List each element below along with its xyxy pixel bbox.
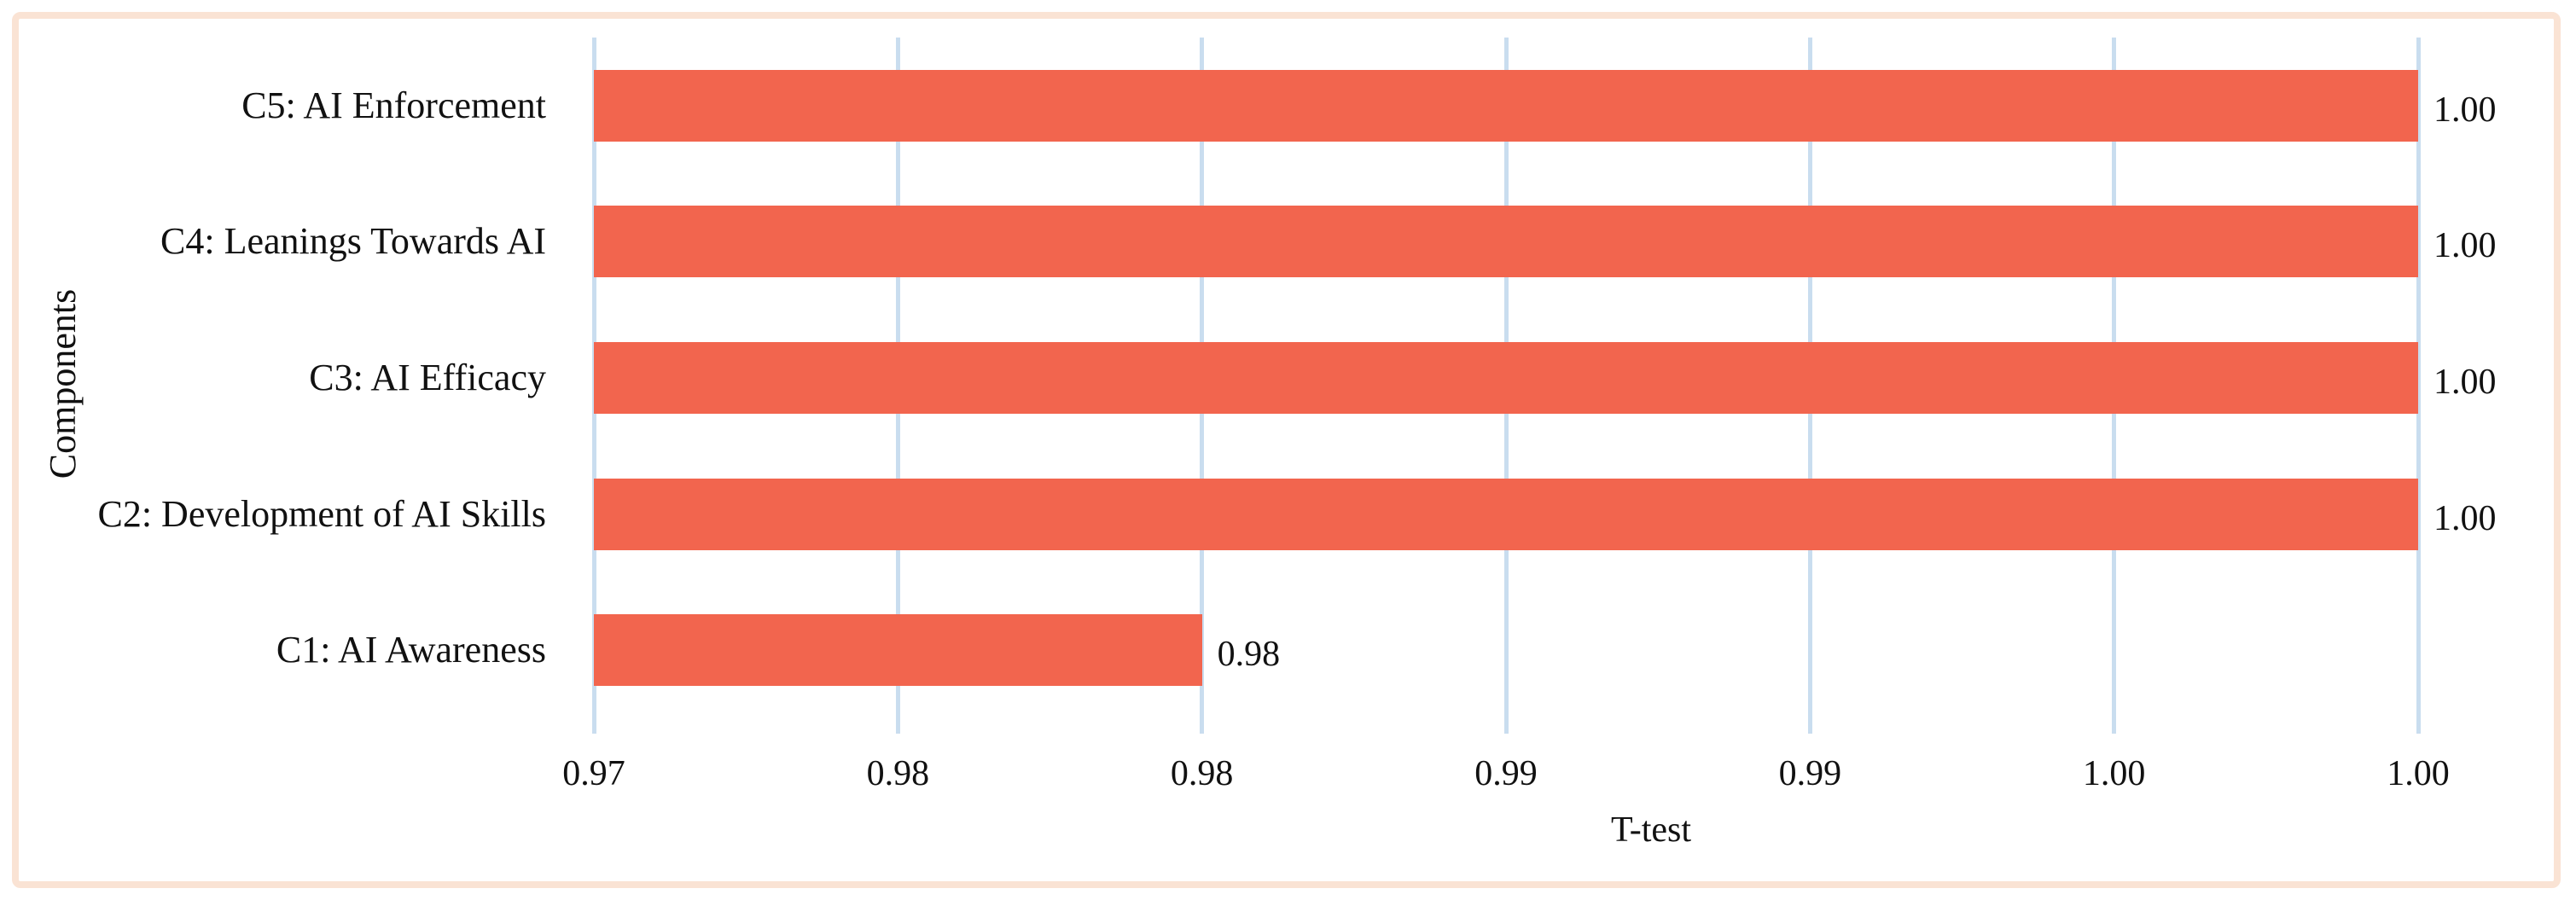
x-tick-label: 1.00 [2387,754,2450,793]
x-tick-label: 0.97 [562,754,625,793]
x-tick-label: 0.98 [1170,754,1234,793]
x-tick-label: 0.99 [1474,754,1538,793]
value-label: 1.00 [2434,90,2497,130]
bar [594,342,2418,414]
value-label: 1.00 [2434,226,2497,266]
x-tick-label: 0.99 [1778,754,1842,793]
bar [594,614,1202,687]
x-tick-label: 0.98 [866,754,930,793]
category-label: C1: AI Awareness [276,629,546,671]
value-label: 1.00 [2434,363,2497,402]
category-label: C3: AI Efficacy [309,357,546,398]
value-label: 1.00 [2434,498,2497,538]
gridline [2416,38,2421,734]
bar [594,69,2418,142]
x-axis-title: T-test [1610,810,1692,850]
category-label: C5: AI Enforcement [241,84,546,126]
category-label: C2: Development of AI Skills [97,492,546,535]
value-label: 0.98 [1217,635,1281,675]
bar [594,478,2418,550]
bar [594,206,2418,278]
category-label: C4: Leanings Towards AI [160,220,546,263]
x-tick-label: 1.00 [2082,754,2146,793]
